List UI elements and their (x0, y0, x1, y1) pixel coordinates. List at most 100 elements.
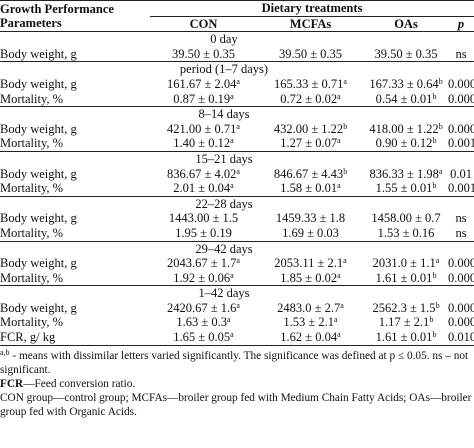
value-cell: 1.92 ± 0.06a (150, 271, 257, 286)
significance-letter: a (230, 91, 234, 101)
significance-letter: b (438, 121, 443, 131)
significance-letter: a (337, 181, 341, 191)
section-title: 0 day (210, 32, 238, 47)
significance-letter: a (236, 300, 240, 310)
value: 2483.0 ± 2.7 (277, 300, 341, 315)
row-label: Mortality, % (0, 225, 64, 240)
value: 1.53 ± 2.1 (283, 315, 335, 330)
value-cell: 1.27 ± 0.07a (257, 136, 364, 151)
value: 836.67 ± 4.02 (167, 166, 237, 181)
section-title: 22–28 days (195, 196, 253, 211)
value: 2053.11 ± 2.1 (274, 256, 344, 271)
value: 1.63 ± 0.3 (176, 315, 228, 330)
section-title: 15–21 days (195, 151, 253, 166)
footnote: FCR—Feed conversion ratio. (0, 377, 474, 391)
value-cell: 2053.11 ± 2.1a (257, 256, 364, 271)
results-table: Growth Performance Parameters Dietary tre… (0, 0, 474, 346)
data-row: Body weight, g 836.67 ± 4.02a 846.67 ± 4.4… (0, 167, 474, 182)
significance-letter: b (432, 270, 437, 280)
value: 39.50 ± 0.35 (278, 46, 343, 61)
value-cell: 846.67 ± 4.43b (257, 167, 364, 182)
group-header: Dietary treatments (150, 0, 474, 17)
row-label: Mortality, % (0, 91, 64, 106)
significance-letter: a (343, 256, 347, 266)
value-cell: 1.69 ± 0.03 (257, 226, 364, 241)
row-label: Body weight, g (0, 121, 77, 136)
value-cell: 2031.0 ± 1.1a (364, 256, 448, 271)
column-header: p (457, 16, 465, 31)
value: 1.95 ± 0.19 (175, 225, 232, 240)
value-cell: 39.50 ± 0.35 (150, 47, 257, 62)
value: 1.27 ± 0.07 (280, 136, 338, 151)
significance-letter: a (337, 270, 341, 280)
value-cell: 0.90 ± 0.12b (364, 136, 448, 151)
row-label: Mortality, % (0, 315, 64, 330)
empty-cell (448, 107, 474, 122)
data-row: Mortality, % 0.87 ± 0.19a 0.72 ± 0.02a 0.54… (0, 92, 474, 107)
significance-letter: a (343, 76, 347, 86)
value-cell: 2483.0 ± 2.7a (257, 301, 364, 316)
value: 1.61 ± 0.01 (375, 270, 433, 285)
column-header: CON (189, 16, 218, 31)
row-label: Mortality, % (0, 270, 64, 285)
row-label: Body weight, g (0, 76, 77, 91)
value-cell: 432.00 ± 1.22b (257, 122, 364, 137)
value-cell: 2562.3 ± 1.5b (364, 301, 448, 316)
section-row: 1–42 days (0, 285, 474, 301)
value-cell: 165.33 ± 0.71a (257, 77, 364, 92)
empty-cell (448, 196, 474, 211)
section-title: period (1–7 days) (179, 62, 269, 77)
empty-cell (448, 32, 474, 47)
section-title: 1–42 days (198, 286, 250, 301)
value-cell: 1443.00 ± 1.5 (150, 211, 257, 226)
column-header: OAs (394, 16, 418, 31)
significance-letter: a (236, 166, 240, 176)
row-label: Body weight, g (0, 46, 77, 61)
column-header: MCFAs (289, 16, 332, 31)
value: 846.67 ± 4.43 (273, 166, 344, 181)
value-cell: 1.62 ± 0.04a (257, 330, 364, 345)
footnote-mark: a,b (0, 347, 10, 357)
value-cell: 1459.33 ± 1.8 (257, 211, 364, 226)
significance-letter: a (230, 330, 234, 340)
value-cell: 1.85 ± 0.02a (257, 271, 364, 286)
value: 167.33 ± 0.64 (369, 76, 439, 91)
significance-letter: b (432, 330, 437, 340)
empty-cell (448, 62, 474, 77)
value-cell: 1.53 ± 2.1a (257, 315, 364, 330)
significance-letter: a (230, 181, 234, 191)
value: 1.92 ± 0.06 (173, 270, 231, 285)
value: 0.87 ± 0.19 (173, 91, 231, 106)
value: 1.65 ± 0.05 (173, 330, 231, 345)
row-label: Body weight, g (0, 166, 77, 181)
value-cell: 421.00 ± 0.71a (150, 122, 257, 137)
significance-letter: a (230, 270, 234, 280)
value-cell: 1.61 ± 0.01b (364, 330, 448, 345)
value-cell: 2.01 ± 0.04a (150, 181, 257, 196)
value-cell: 836.33 ± 1.98a (364, 167, 448, 182)
significance-letter: a (435, 256, 440, 266)
empty-cell (448, 241, 474, 256)
footnote-text: —Feed conversion ratio. (23, 378, 136, 391)
significance-letter: a (236, 256, 240, 266)
section-row: period (1–7 days) (0, 61, 474, 77)
value: 1.40 ± 0.12 (173, 136, 231, 151)
value: 0.90 ± 0.12 (375, 136, 433, 151)
section-row: 8–14 days (0, 106, 474, 122)
empty-cell (448, 286, 474, 301)
footnotes: a,b - means with dissimilar letters vari… (0, 347, 474, 420)
significance-letter: b (432, 181, 437, 191)
value: 1443.00 ± 1.5 (168, 211, 239, 226)
value-cell: 1.40 ± 0.12a (150, 136, 257, 151)
significance-letter: a (227, 315, 231, 325)
section-row: 29–42 days (0, 241, 474, 256)
significance-letter: b (435, 300, 440, 310)
data-row: Mortality, % 1.63 ± 0.3a 1.53 ± 2.1a 1.17 ±… (0, 315, 474, 330)
value: 0.54 ± 0.01 (375, 91, 433, 106)
footnote-term: FCR (0, 378, 24, 391)
